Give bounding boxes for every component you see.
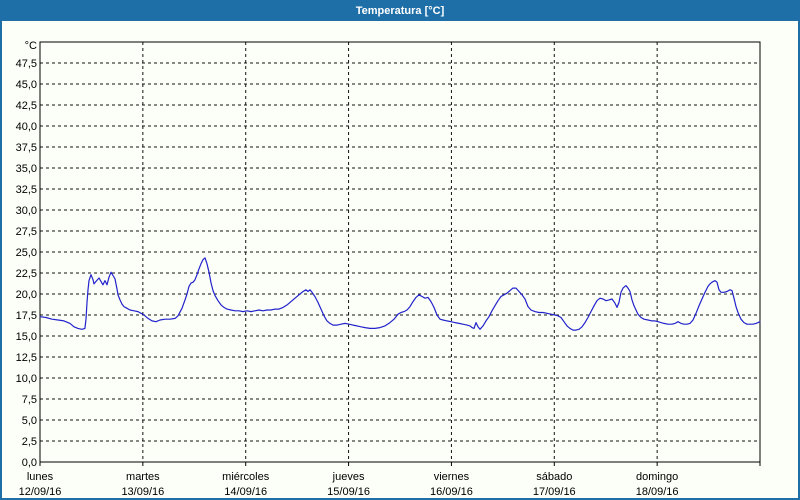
- y-tick-label: 40,0: [16, 121, 37, 133]
- x-day-label: viernes: [434, 471, 470, 483]
- y-tick-label: 20,0: [16, 289, 37, 301]
- plot-border: [39, 41, 761, 463]
- x-date-label: 13/09/16: [121, 486, 164, 498]
- y-tick-label: 30,0: [16, 205, 37, 217]
- window-title-bar: Temperatura [°C]: [2, 2, 798, 21]
- y-tick-label: 15,0: [16, 331, 37, 343]
- x-date-label: 18/09/16: [636, 486, 679, 498]
- y-tick-label: 0,0: [22, 457, 37, 469]
- y-tick-label: 10,0: [16, 373, 37, 385]
- x-date-label: 12/09/16: [19, 486, 62, 498]
- y-tick-label: 7,5: [22, 394, 37, 406]
- y-tick-label: 32,5: [16, 184, 37, 196]
- x-day-label: jueves: [332, 471, 365, 483]
- y-tick-label: 45,0: [16, 79, 37, 91]
- x-day-label: domingo: [636, 471, 678, 483]
- x-date-label: 15/09/16: [327, 486, 370, 498]
- y-tick-label: 22,5: [16, 268, 37, 280]
- y-tick-label: 35,0: [16, 163, 37, 175]
- x-day-label: martes: [126, 471, 160, 483]
- y-tick-label: 12,5: [16, 352, 37, 364]
- x-day-label: sábado: [536, 471, 572, 483]
- y-tick-label: 17,5: [16, 310, 37, 322]
- y-tick-label: 25,0: [16, 247, 37, 259]
- temperature-line: [39, 257, 761, 331]
- y-tick-label: 2,5: [22, 436, 37, 448]
- x-date-label: 14/09/16: [224, 486, 267, 498]
- y-tick-label: 37,5: [16, 142, 37, 154]
- y-tick-label: 42,5: [16, 100, 37, 112]
- y-axis-unit-label: °C: [25, 40, 37, 52]
- window-title: Temperatura [°C]: [355, 5, 445, 17]
- y-tick-label: 27,5: [16, 226, 37, 238]
- x-day-label: miércoles: [222, 471, 270, 483]
- x-date-label: 16/09/16: [430, 486, 473, 498]
- x-date-label: 17/09/16: [533, 486, 576, 498]
- x-day-label: lunes: [27, 471, 54, 483]
- y-tick-label: 5,0: [22, 415, 37, 427]
- y-tick-label: 47,5: [16, 58, 37, 70]
